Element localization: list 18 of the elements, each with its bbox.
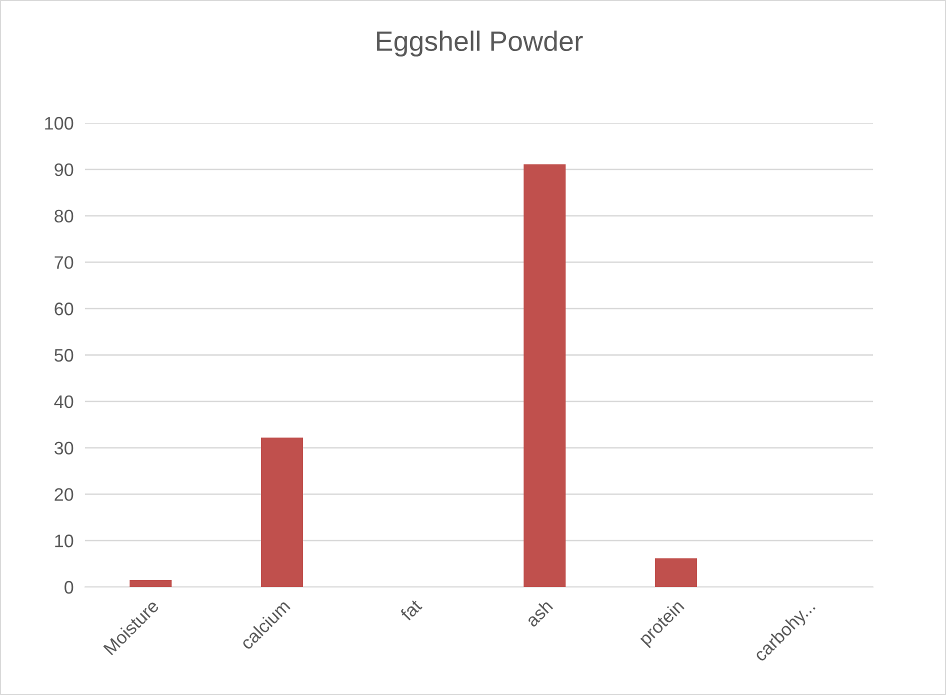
y-tick-label: 80 <box>54 210 74 223</box>
x-tick-label: ash <box>524 598 554 628</box>
bar <box>130 580 172 587</box>
chart-title: Eggshell Powder <box>377 30 583 57</box>
y-tick-label: 100 <box>45 116 74 130</box>
bar <box>654 558 698 587</box>
x-tick-label: fat <box>399 598 423 622</box>
bar <box>260 438 304 587</box>
y-tick-label: 20 <box>54 488 74 501</box>
y-tick-label: 90 <box>54 163 74 176</box>
y-tick-label: 60 <box>54 302 74 316</box>
y-tick-label: 70 <box>54 256 74 269</box>
y-tick-label: 0 <box>64 580 74 594</box>
bar <box>524 164 566 587</box>
y-tick-label: 30 <box>54 442 74 455</box>
y-tick-label: 40 <box>54 395 74 408</box>
y-tick-label: 50 <box>54 348 74 362</box>
y-tick-label: 10 <box>55 534 74 548</box>
